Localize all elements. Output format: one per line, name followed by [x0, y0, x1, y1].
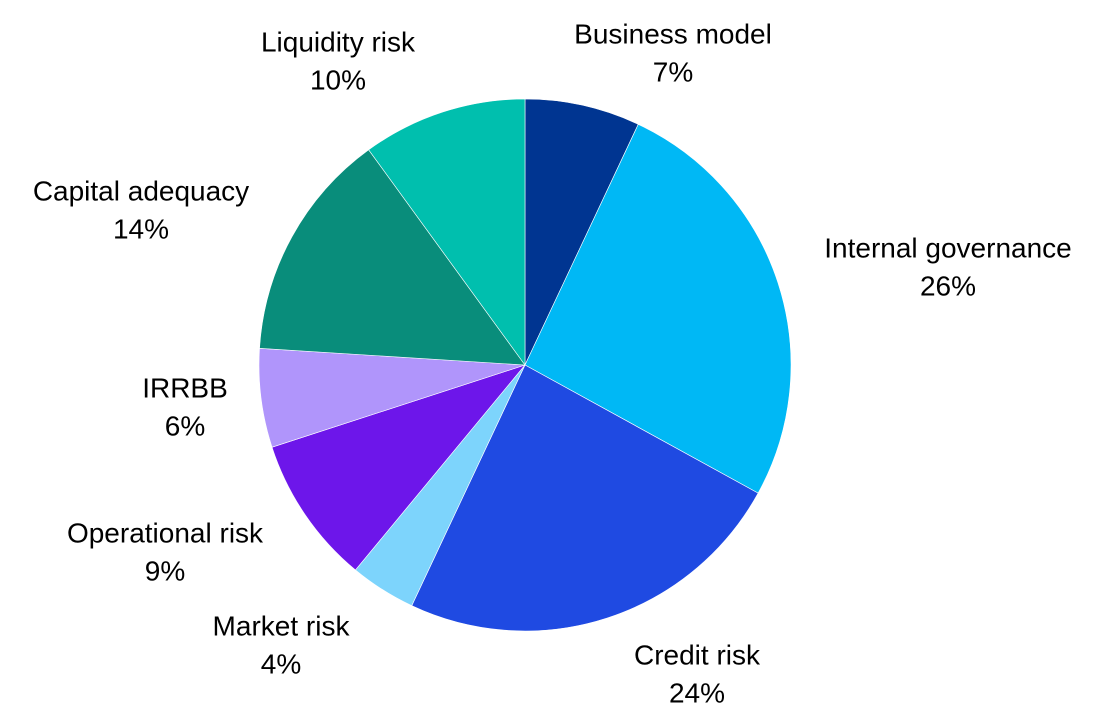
slice-value-label: 6%: [165, 411, 205, 442]
slice-value-label: 14%: [113, 214, 169, 245]
slice-label: Credit risk: [634, 640, 761, 671]
pie-slice-internal-governance: [524, 123, 792, 494]
slice-label: Capital adequacy: [33, 176, 249, 207]
pie-slice-capital-adequacy: [259, 149, 526, 366]
slice-value-label: 26%: [920, 271, 976, 302]
pie-slice-liquidity-risk: [368, 98, 526, 366]
slice-value-label: 7%: [653, 57, 693, 88]
slice-value-label: 9%: [145, 556, 185, 587]
slice-label: IRRBB: [142, 373, 228, 404]
slice-value-label: 24%: [669, 678, 725, 709]
slice-label: Internal governance: [824, 233, 1072, 264]
pie-slice-business-model: [524, 98, 639, 366]
pie-slice-credit-risk: [411, 364, 759, 632]
slice-label: Operational risk: [67, 518, 264, 549]
slice-value-label: 4%: [261, 649, 301, 680]
slice-label: Business model: [574, 19, 772, 50]
slice-label: Liquidity risk: [261, 27, 416, 58]
pie-slice-operational-risk: [271, 364, 526, 571]
slice-label: Market risk: [213, 611, 351, 642]
pie-labels: Business model 7% Internal governance 26% Cr…: [33, 19, 1072, 709]
slice-value-label: 10%: [310, 65, 366, 96]
pie-slices: [258, 98, 792, 632]
